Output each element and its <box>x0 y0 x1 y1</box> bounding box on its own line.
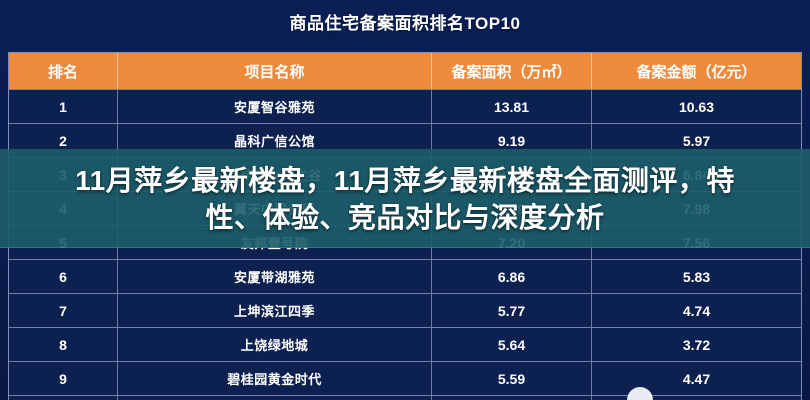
area-cell: 5.59 <box>432 362 592 395</box>
rank-cell: 7 <box>9 294 118 327</box>
area-cell: 6.86 <box>432 260 592 293</box>
column-header-name: 项目名称 <box>118 53 432 89</box>
headline-text: 11月萍乡最新楼盘，11月萍乡最新楼盘全面测评，特性、体验、竞品对比与深度分析 <box>75 164 735 233</box>
name-cell: 碧桂园黄金时代 <box>118 362 432 395</box>
name-cell: 上饶恒大御府 <box>118 396 432 400</box>
watermark-dot-icon <box>627 387 653 400</box>
area-cell: 9.19 <box>432 124 592 157</box>
amount-cell: 5.83 <box>682 268 711 285</box>
table-header-row: 排名 项目名称 备案面积（万㎡） 备案金额（亿元） <box>9 53 801 89</box>
rank-cell: 1 <box>9 90 118 123</box>
table-row: 10 上饶恒大御府 4.94 4.44 <box>9 395 801 400</box>
table-row: 1 安厦智谷雅苑 13.81 10.63 <box>9 89 801 123</box>
amount-cell: 5.97 <box>682 132 711 149</box>
column-header-amount: 备案金额（亿元） <box>636 63 757 81</box>
table-row: 6 安厦带湖雅苑 6.86 5.83 <box>9 259 801 293</box>
rank-cell: 8 <box>9 328 118 361</box>
amount-cell: 4.74 <box>682 302 711 319</box>
table-row: 9 碧桂园黄金时代 5.59 4.47 <box>9 361 801 395</box>
column-header-rank: 排名 <box>9 53 118 89</box>
area-cell: 5.77 <box>432 294 592 327</box>
area-cell: 13.81 <box>432 90 592 123</box>
table-row: 7 上坤滨江四季 5.77 4.74 <box>9 293 801 327</box>
rank-cell: 6 <box>9 260 118 293</box>
column-header-area: 备案面积（万㎡） <box>432 53 592 89</box>
name-cell: 上坤滨江四季 <box>118 294 432 327</box>
amount-cell: 4.44 <box>592 396 801 400</box>
amount-cell: 10.63 <box>678 98 715 115</box>
amount-cell: 3.72 <box>682 336 711 353</box>
rank-cell: 9 <box>9 362 118 395</box>
name-cell: 上饶绿地城 <box>118 328 432 361</box>
table-row: 8 上饶绿地城 5.64 3.72 <box>9 327 801 361</box>
name-cell: 安厦带湖雅苑 <box>118 260 432 293</box>
rank-cell: 2 <box>9 124 118 157</box>
page-title: 商品住宅备案面积排名TOP10 <box>289 14 521 33</box>
headline-overlay: 11月萍乡最新楼盘，11月萍乡最新楼盘全面测评，特性、体验、竞品对比与深度分析 <box>0 149 810 248</box>
rank-cell: 10 <box>9 396 118 400</box>
area-cell: 4.94 <box>432 396 592 400</box>
amount-cell: 4.47 <box>682 370 711 387</box>
name-cell: 晶科广信公馆 <box>118 124 432 157</box>
name-cell: 安厦智谷雅苑 <box>118 90 432 123</box>
area-cell: 5.64 <box>432 328 592 361</box>
